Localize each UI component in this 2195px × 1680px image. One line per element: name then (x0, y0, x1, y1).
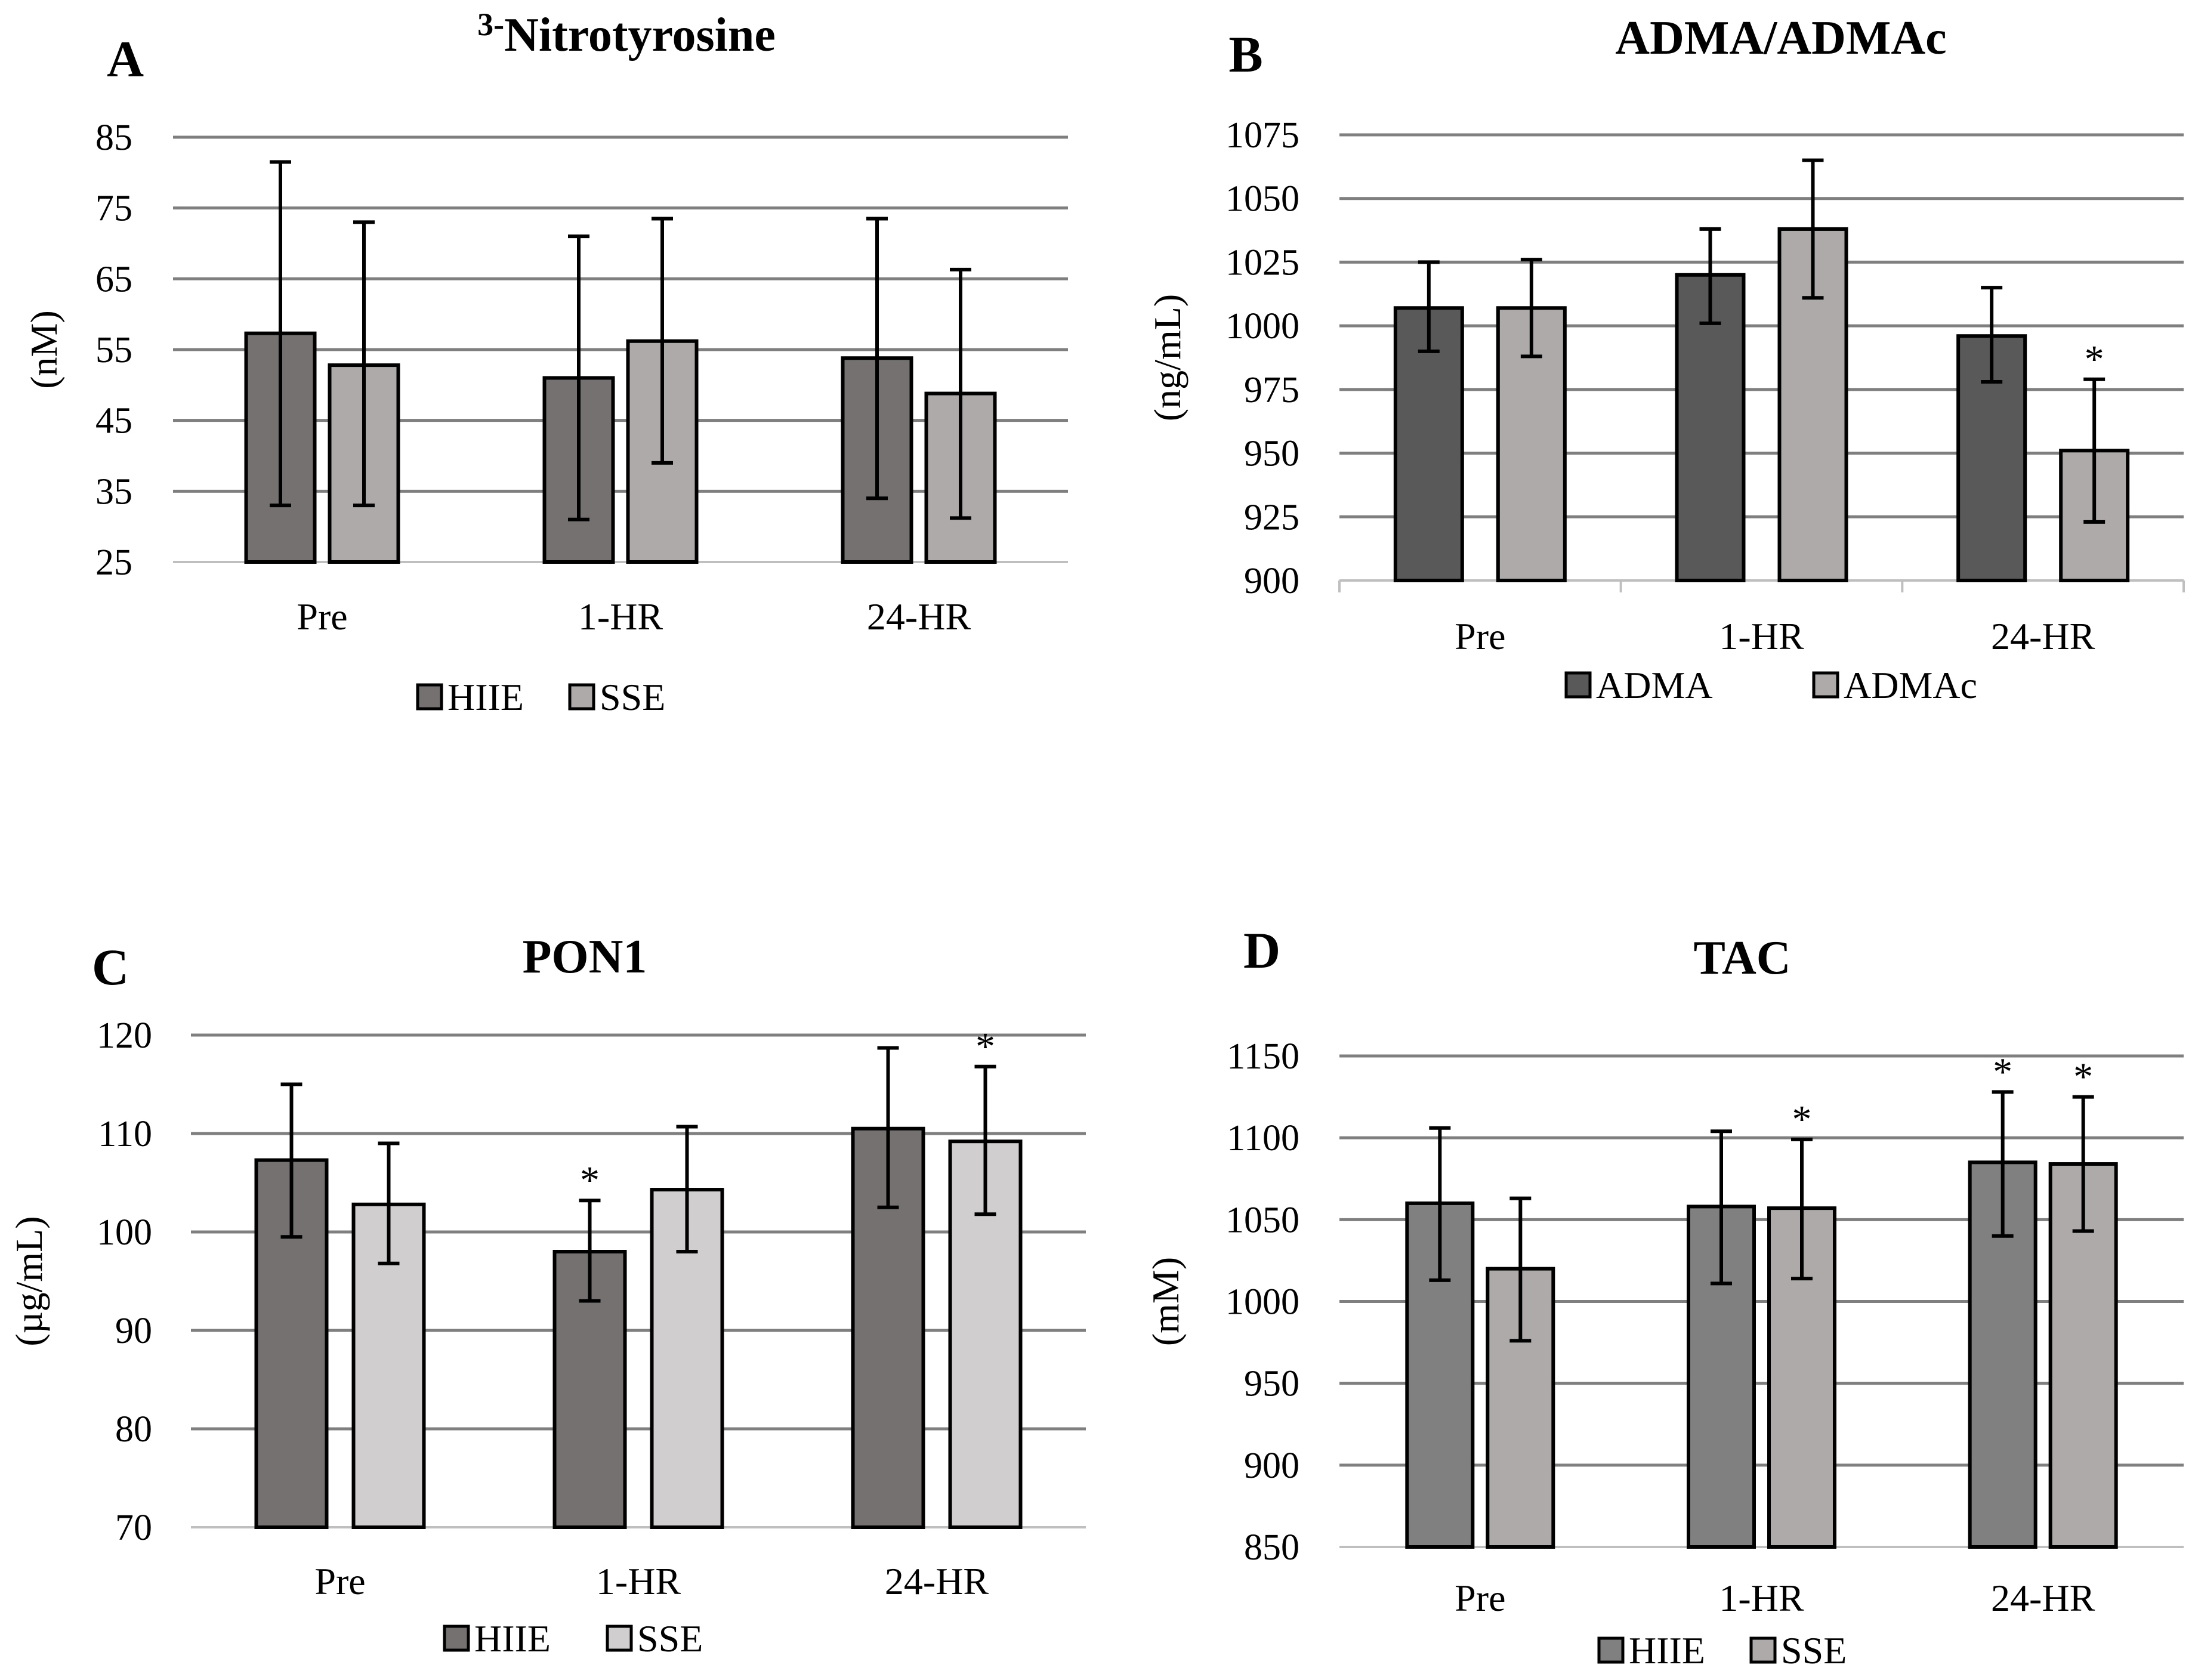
legend-label: ADMA (1596, 664, 1713, 706)
y-tick-label: 70 (115, 1508, 152, 1548)
bar (1675, 273, 1746, 582)
y-axis-label: (ng/mL) (1146, 294, 1188, 421)
x-tick-label: 1-HR (1719, 615, 1804, 657)
y-tick-label: 85 (95, 118, 132, 158)
y-tick-label: 90 (115, 1311, 152, 1351)
x-tick-label: Pre (314, 1560, 365, 1602)
panel-letter: B (1228, 26, 1262, 83)
y-tick-label: 1075 (1225, 115, 1299, 156)
x-tick-label: 1-HR (578, 595, 663, 638)
y-axis-label: (µg/mL) (8, 1216, 50, 1346)
y-tick-label: 65 (95, 259, 132, 299)
y-tick-label: 75 (95, 189, 132, 229)
significance-star: * (1993, 1050, 2012, 1094)
legend-label: HIIE (1629, 1629, 1705, 1672)
y-tick-label: 45 (95, 401, 132, 441)
x-tick-label: 1-HR (1719, 1577, 1804, 1619)
y-tick-label: 1000 (1225, 306, 1299, 347)
significance-star: * (975, 1025, 995, 1068)
legend-swatch (416, 683, 443, 711)
x-tick-label: Pre (1455, 615, 1505, 657)
x-tick-label: 24-HR (867, 595, 971, 638)
bar (1968, 1160, 2037, 1549)
x-tick-label: 1-HR (596, 1560, 681, 1602)
legend-label: ADMAc (1844, 664, 1977, 706)
panel-a-chart: 25 35 45 55 65 75 85 Pre 1-HR 24-HR (nM) A 3-Nitroty… (23, 7, 1068, 718)
y-tick-label: 900 (1244, 1446, 1299, 1486)
panel-b-chart: 900 925 950 975 1000 1025 1050 1075 Pre 1-HR * 24-H… (1146, 12, 2185, 706)
legend-label: SSE (1781, 1629, 1847, 1672)
x-tick-label: Pre (297, 595, 347, 638)
chart-title: TAC (1694, 932, 1791, 984)
y-tick-label: 1050 (1225, 179, 1299, 220)
bar (1393, 306, 1464, 583)
y-tick-label: 1000 (1225, 1282, 1299, 1323)
title-superscript: 3- (477, 7, 504, 42)
y-tick-label: 1050 (1225, 1200, 1299, 1240)
y-axis-label: (mM) (1144, 1257, 1187, 1346)
legend-swatch (443, 1625, 470, 1652)
legend-label: HIIE (474, 1617, 551, 1660)
legend-swatch (568, 683, 595, 711)
x-tick-label: 24-HR (885, 1560, 989, 1602)
chart-title: ADMA/ADMAc (1615, 12, 1946, 64)
y-tick-label: 925 (1244, 497, 1299, 538)
title-text: Nitrotyrosine (504, 9, 776, 61)
legend-swatch (1812, 671, 1839, 699)
y-tick-label: 1100 (1227, 1118, 1299, 1159)
x-tick-label: 24-HR (1991, 615, 2095, 657)
panel-d-chart: 850 900 950 1000 1050 1100 1150 Pre * 1-HR * * 24-HR… (1144, 922, 2184, 1672)
x-tick-label: 24-HR (1991, 1577, 2095, 1619)
panel-letter: C (92, 938, 129, 996)
y-tick-label: 950 (1244, 1364, 1299, 1404)
y-tick-label: 25 (95, 542, 132, 583)
legend-label: SSE (637, 1617, 703, 1660)
y-tick-label: 35 (95, 471, 132, 512)
chart-title: 3-Nitrotyrosine (477, 7, 776, 61)
significance-star: * (2073, 1055, 2093, 1099)
legend-swatch (606, 1625, 633, 1652)
x-tick-label: Pre (1455, 1577, 1505, 1619)
chart-title: PON1 (523, 931, 647, 983)
y-tick-label: 80 (115, 1409, 152, 1450)
y-axis-label: (nM) (23, 310, 65, 389)
legend-label: HIIE (447, 676, 524, 718)
y-tick-label: 110 (98, 1114, 152, 1154)
y-tick-label: 120 (97, 1015, 152, 1056)
significance-star: * (1792, 1098, 1812, 1141)
panel-letter: D (1243, 922, 1280, 979)
y-tick-label: 55 (95, 330, 132, 370)
y-tick-label: 1025 (1225, 242, 1299, 283)
panel-c-chart: 70 80 90 100 110 120 Pre * 1-HR * 24-HR (µg/mL) C PON… (8, 931, 1086, 1660)
y-tick-label: 900 (1244, 561, 1299, 601)
y-tick-label: 975 (1244, 370, 1299, 410)
significance-star: * (580, 1159, 600, 1202)
panel-letter: A (107, 30, 144, 88)
legend-swatch (1749, 1636, 1777, 1664)
legend-swatch (1597, 1636, 1625, 1664)
legend-swatch (1564, 671, 1592, 699)
y-tick-label: 950 (1244, 434, 1299, 474)
significance-star: * (2085, 338, 2104, 381)
y-tick-label: 100 (97, 1212, 152, 1253)
y-tick-label: 850 (1244, 1527, 1299, 1568)
y-tick-label: 1150 (1227, 1036, 1299, 1077)
legend-label: SSE (600, 676, 665, 718)
